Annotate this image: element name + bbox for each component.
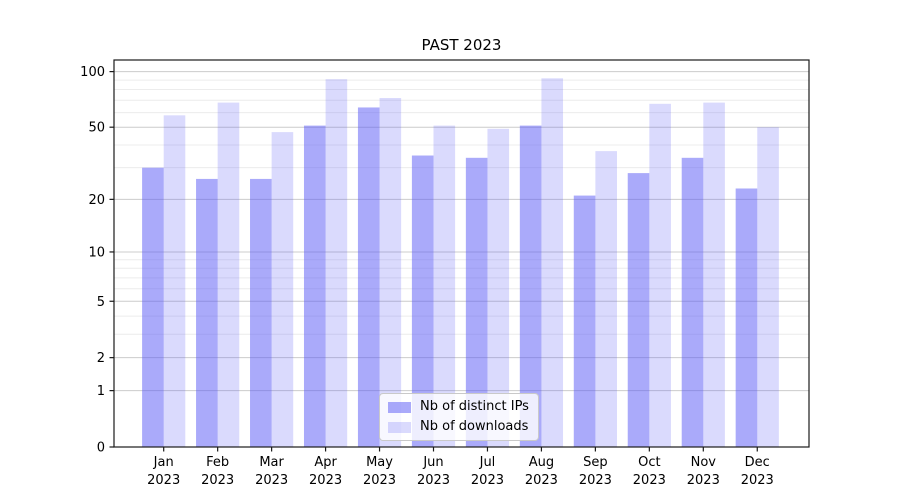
x-tick-label: Aug 2023 [525, 455, 558, 488]
bar-downloads-may [379, 98, 402, 447]
bar-ips-jun [411, 155, 434, 448]
bar-ips-aug [519, 125, 542, 448]
x-tick-label: Nov 2023 [687, 455, 720, 488]
bar-downloads-jan [163, 115, 186, 448]
bar-ips-nov [681, 157, 704, 448]
y-tick-label: 50 [88, 121, 105, 136]
bar-downloads-sep [595, 151, 617, 447]
chart-title: PAST 2023 [421, 36, 502, 54]
bar-ips-apr [303, 125, 326, 448]
bar-downloads-feb [217, 102, 240, 448]
bar-ips-may [357, 107, 380, 448]
x-tick-label: May 2023 [363, 455, 396, 488]
y-tick-label: 2 [97, 351, 105, 366]
y-tick-label: 5 [97, 295, 105, 310]
y-tick-label: 1 [97, 384, 105, 399]
x-tick-label: Mar 2023 [255, 455, 288, 488]
x-tick-label: Jun 2023 [417, 455, 450, 488]
bar-downloads-aug [541, 78, 564, 448]
x-tick-label: Sep 2023 [579, 455, 612, 488]
y-tick-label: 10 [88, 245, 105, 260]
legend-label-downloads: Nb of downloads [420, 419, 529, 434]
bar-ips-jan [142, 167, 164, 447]
y-tick-label: 100 [80, 65, 105, 80]
plot-border [113, 59, 810, 448]
bar-ips-dec [735, 188, 758, 447]
bar-downloads-apr [325, 79, 348, 447]
bar-downloads-jun [433, 125, 456, 448]
legend: Nb of distinct IPs Nb of downloads [379, 393, 539, 441]
x-tick-label: Feb 2023 [201, 455, 234, 488]
x-tick-label: Dec 2023 [741, 455, 774, 488]
bar-ips-jul [465, 157, 488, 448]
bar-ips-mar [250, 178, 272, 447]
bar-downloads-dec [757, 127, 779, 448]
bar-downloads-oct [649, 103, 671, 447]
bar-ips-sep [573, 195, 596, 447]
x-tick-label: Oct 2023 [633, 455, 666, 488]
y-tick-label: 20 [88, 193, 105, 208]
bar-downloads-nov [703, 102, 725, 448]
legend-swatch-downloads-icon [388, 421, 411, 433]
bar-ips-feb [196, 178, 218, 447]
legend-swatch-distinct-ips-icon [388, 401, 411, 413]
bar-downloads-mar [271, 132, 294, 447]
bar-ips-oct [627, 173, 650, 448]
y-tick-label: 0 [97, 441, 105, 456]
x-tick-label: Jul 2023 [471, 455, 504, 488]
legend-item-downloads: Nb of downloads [388, 419, 529, 435]
legend-label-distinct-ips: Nb of distinct IPs [420, 399, 529, 414]
bar-downloads-jul [487, 128, 510, 447]
legend-item-distinct-ips: Nb of distinct IPs [388, 399, 529, 415]
x-tick-label: Apr 2023 [309, 455, 342, 488]
x-tick-label: Jan 2023 [147, 455, 180, 488]
